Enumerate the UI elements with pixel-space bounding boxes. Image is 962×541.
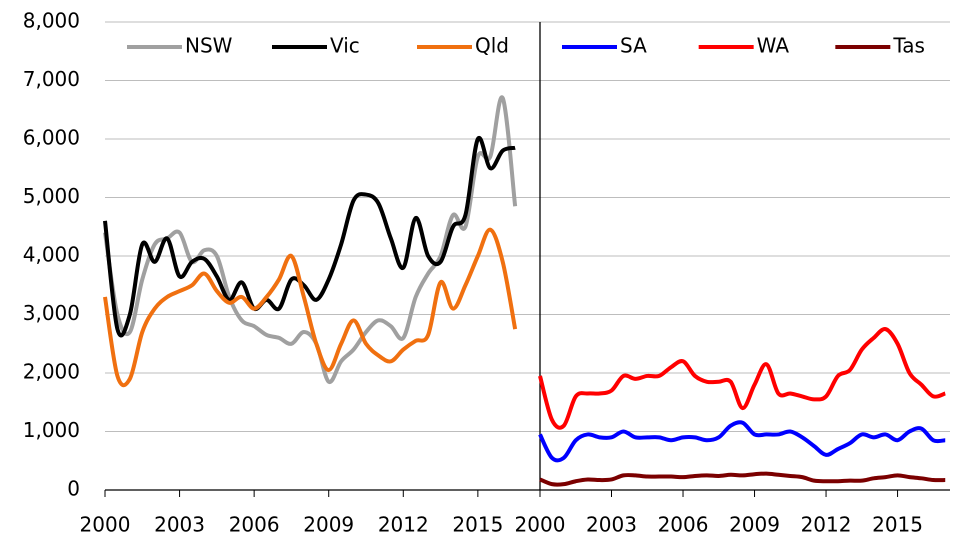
legend-label: WA — [757, 34, 790, 58]
series-line — [538, 327, 946, 430]
y-tick-label: 2,000 — [23, 360, 80, 384]
x-tick-label: 2012 — [378, 513, 429, 537]
x-tick-label: 2006 — [229, 513, 280, 537]
y-tick-label: 7,000 — [23, 67, 80, 91]
y-tick-label: 8,000 — [23, 9, 80, 33]
x-tick-label: 2000 — [515, 513, 566, 537]
x-tick-label: 2012 — [801, 513, 852, 537]
series-line — [103, 227, 518, 388]
y-tick-label: 4,000 — [23, 243, 80, 267]
x-tick-label: 2003 — [154, 513, 205, 537]
y-tick-label: 3,000 — [23, 301, 80, 325]
legend-label: NSW — [185, 34, 233, 58]
series-line — [103, 135, 516, 338]
x-tick-label: 2009 — [303, 513, 354, 537]
series-line — [539, 471, 946, 487]
y-tick-label: 5,000 — [23, 184, 80, 208]
x-tick-label: 2009 — [729, 513, 780, 537]
x-tick-label: 2015 — [452, 513, 503, 537]
legend-label: Vic — [330, 34, 360, 58]
legend-label: Qld — [475, 34, 509, 58]
x-tick-label: 2000 — [80, 513, 131, 537]
y-tick-label: 0 — [67, 477, 80, 501]
x-tick-label: 2006 — [658, 513, 709, 537]
y-tick-label: 1,000 — [23, 418, 80, 442]
x-tick-label: 2003 — [586, 513, 637, 537]
x-tick-label: 2015 — [872, 513, 923, 537]
series-line — [538, 420, 946, 463]
y-tick-label: 6,000 — [23, 126, 80, 150]
legend-label: Tas — [892, 34, 925, 58]
legend-label: SA — [620, 34, 647, 58]
